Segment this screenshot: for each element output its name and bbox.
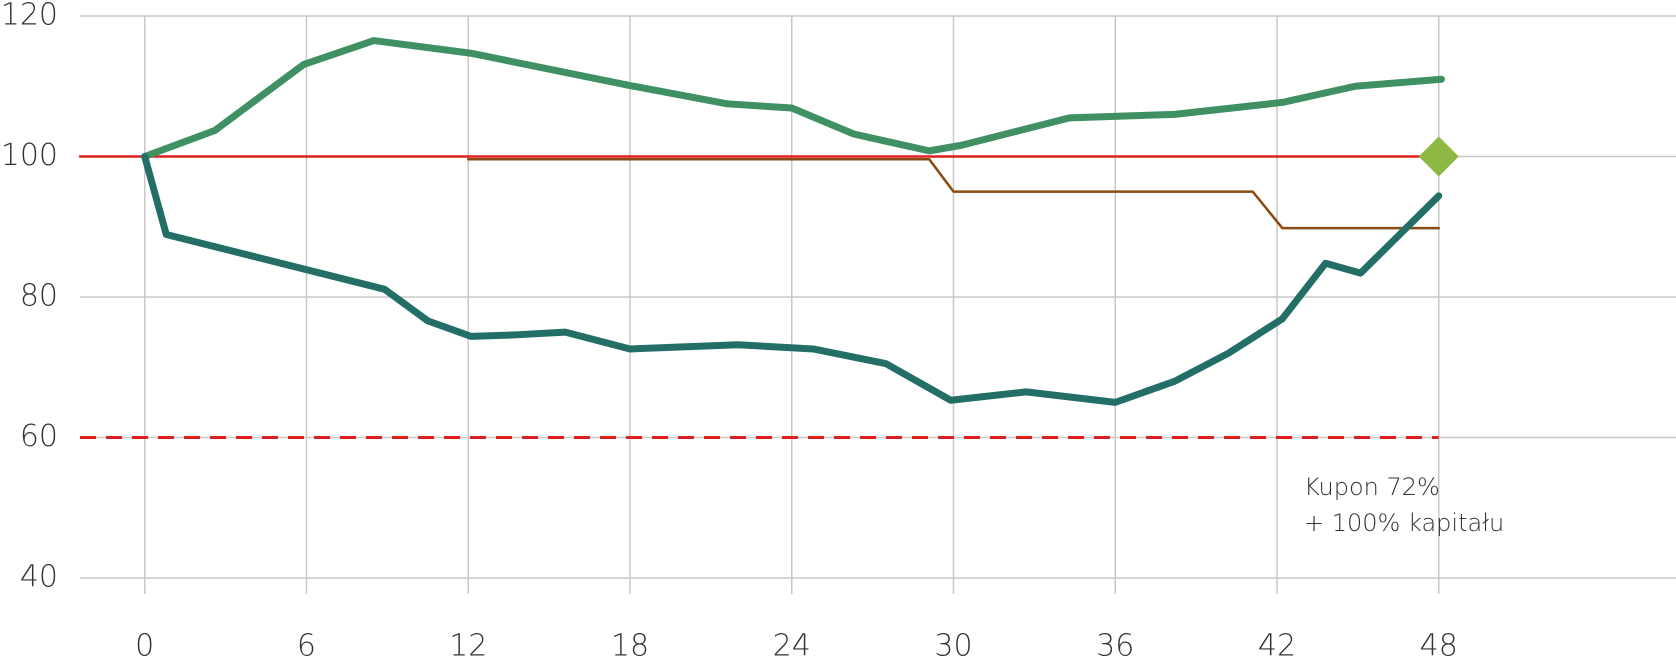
- series-line: [141, 153, 1443, 406]
- y-tick-label: 40: [20, 560, 58, 595]
- x-tick-label: 18: [611, 629, 649, 659]
- y-tick-label: 120: [1, 0, 58, 33]
- y-tick-label: 80: [20, 279, 58, 314]
- x-tick-label: 6: [297, 629, 316, 659]
- x-tick-label: 24: [773, 629, 811, 659]
- x-tick-label: 0: [135, 629, 154, 659]
- series-line: [141, 37, 1445, 160]
- diamond-marker: [1418, 136, 1459, 177]
- y-tick-label: 60: [20, 419, 58, 454]
- annotation: + 100% kapitału: [1304, 509, 1504, 537]
- y-tick-label: 100: [1, 138, 58, 173]
- x-tick-label: 42: [1258, 629, 1296, 659]
- annotation: Kupon 72%: [1304, 473, 1440, 501]
- x-tick-label: 36: [1096, 629, 1134, 659]
- x-tick-label: 12: [449, 629, 487, 659]
- x-tick-label: 30: [934, 629, 972, 659]
- x-tick-label: 48: [1420, 629, 1458, 659]
- series-line: [466, 158, 1441, 230]
